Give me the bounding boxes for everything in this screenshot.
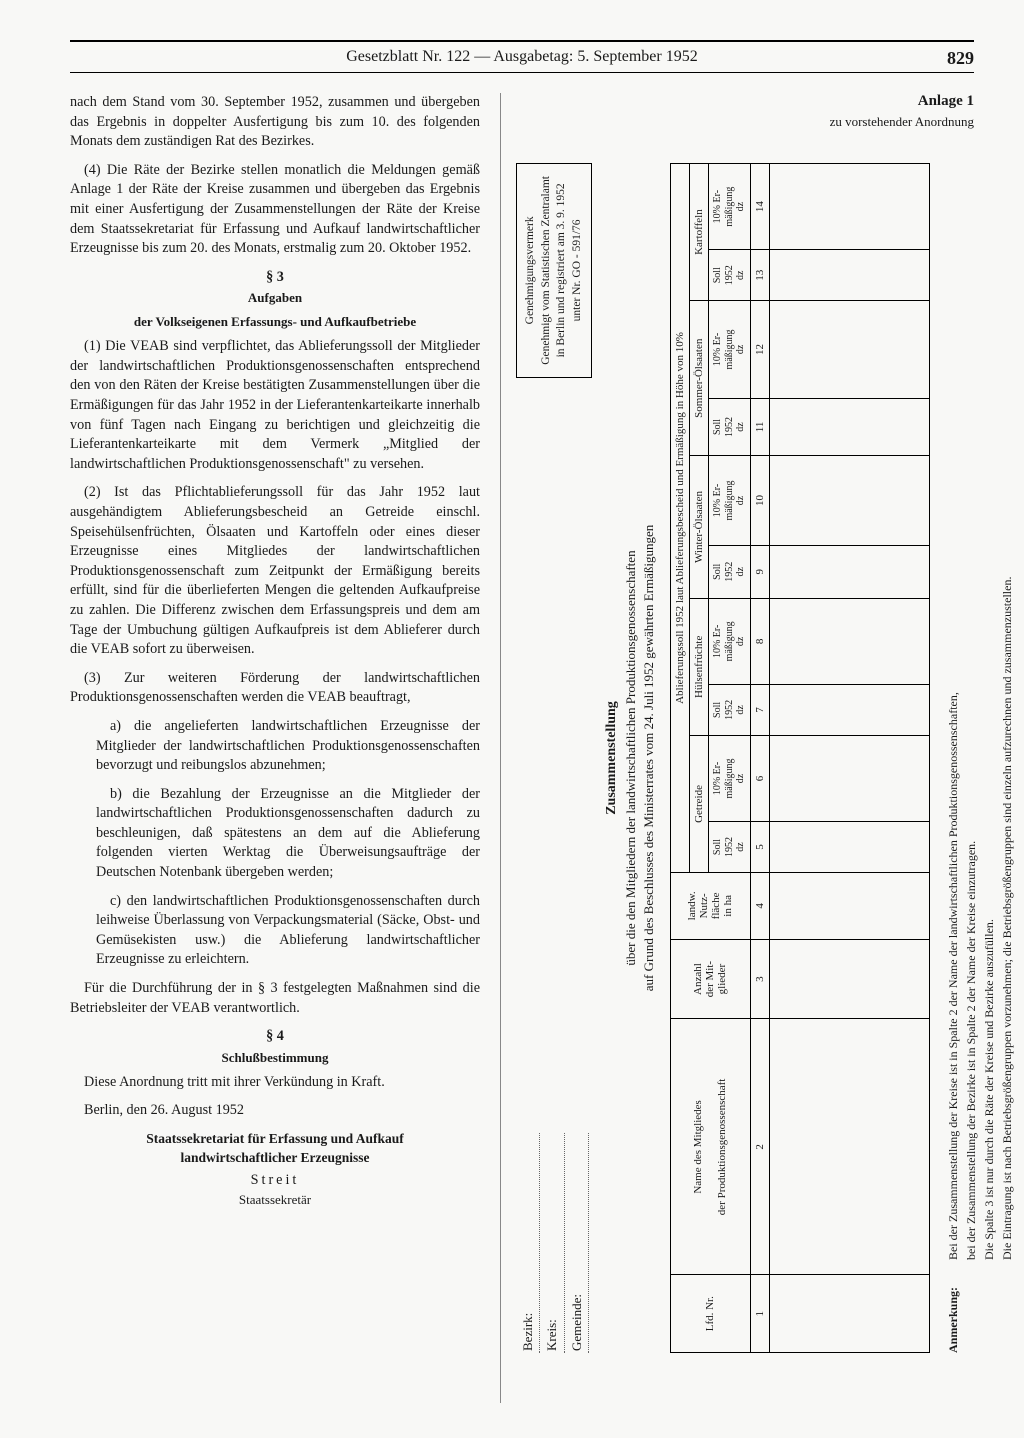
- left-column: nach dem Stand vom 30. September 1952, z…: [70, 93, 480, 1403]
- col-anzahl: Anzahl der Mit- glieder: [671, 939, 751, 1019]
- para-1: nach dem Stand vom 30. September 1952, z…: [70, 93, 480, 152]
- anlage-title: Anlage 1: [509, 93, 974, 110]
- page-number: 829: [947, 48, 974, 69]
- section-3-title: Aufgaben: [70, 289, 480, 307]
- section-3-num: § 3: [70, 268, 480, 288]
- signature-org2: landwirtschaftlicher Erzeugnisse: [70, 1149, 480, 1168]
- section-4-num: § 4: [70, 1027, 480, 1047]
- para-5: (3) Zur weiteren Förderung der landwirts…: [70, 669, 480, 708]
- content-columns: nach dem Stand vom 30. September 1952, z…: [70, 93, 974, 1403]
- signature-block: Staatssekretariat für Erfassung und Aufk…: [70, 1130, 480, 1209]
- col-flaeche: landw. Nutz- fläche in ha: [671, 873, 751, 940]
- place-date: Berlin, den 26. August 1952: [70, 1101, 480, 1121]
- page-header: Gesetzblatt Nr. 122 — Ausgabetag: 5. Sep…: [70, 40, 974, 73]
- signature-name: Streit: [70, 1171, 480, 1191]
- list-c: c) den landwirtschaftlichen Produktionsg…: [96, 892, 480, 970]
- field-kreis: Kreis:: [540, 1133, 564, 1353]
- section-4-title: Schlußbestimmung: [70, 1049, 480, 1067]
- col-lfdnr: Lfd. Nr.: [671, 1275, 751, 1353]
- field-gemeinde: Gemeinde:: [565, 1133, 589, 1353]
- form-header-row: Bezirk: Kreis: Gemeinde: Genehmigungsver…: [516, 163, 592, 1353]
- anlage-subtitle: zu vorstehender Anordnung: [509, 114, 974, 130]
- approval-stamp: Genehmigungsvermerk Genehmigt vom Statis…: [516, 163, 592, 378]
- list-a: a) die angelieferten landwirtschaftliche…: [96, 717, 480, 776]
- table-row: Lfd. Nr. Name des Mitgliedes der Produkt…: [671, 164, 690, 1353]
- table-row-empty: [769, 164, 929, 1353]
- right-column: Anlage 1 zu vorstehender Anordnung Bezir…: [500, 93, 974, 1403]
- para-2: (4) Die Räte der Bezirke stellen monatli…: [70, 161, 480, 259]
- signature-role: Staatssekretär: [70, 1191, 480, 1209]
- signature-org1: Staatssekretariat für Erfassung und Aufk…: [70, 1130, 480, 1149]
- para-3: (1) Die VEAB sind verpflichtet, das Abli…: [70, 337, 480, 474]
- note-label: Anmerkung:: [944, 1263, 962, 1353]
- header-title: Gesetzblatt Nr. 122 — Ausgabetag: 5. Sep…: [346, 48, 697, 65]
- locale-fields: Bezirk: Kreis: Gemeinde:: [516, 1133, 589, 1353]
- form-title-block: Zusammenstellung über die den Mitglieder…: [602, 163, 658, 1353]
- section-3-subtitle: der Volkseigenen Erfassungs- und Aufkauf…: [70, 313, 480, 331]
- field-bezirk: Bezirk:: [516, 1133, 540, 1353]
- col-name: Name des Mitgliedes der Produktionsgenos…: [671, 1019, 751, 1275]
- para-7: Diese Anordnung tritt mit ihrer Verkündu…: [70, 1073, 480, 1093]
- anlage-table: Lfd. Nr. Name des Mitgliedes der Produkt…: [670, 163, 930, 1353]
- para-4: (2) Ist das Pflichtablieferungssoll für …: [70, 483, 480, 659]
- list-b: b) die Bezahlung der Erzeugnisse an die …: [96, 785, 480, 883]
- note-text: Bei der Zusammenstellung der Kreise ist …: [944, 180, 1016, 1260]
- para-6: Für die Durchführung der in § 3 festgele…: [70, 979, 480, 1018]
- table-row-nums: 1 2 3 4 5 6 7 8 9 10 11 12 13 14: [750, 164, 769, 1353]
- anmerkung-block: Anmerkung: Bei der Zusammenstellung der …: [944, 163, 1016, 1353]
- col-span-head: Ablieferungssoll 1952 laut Ablieferungsb…: [671, 164, 690, 873]
- anlage-form-rotated: Bezirk: Kreis: Gemeinde: Genehmigungsver…: [516, 163, 1016, 1353]
